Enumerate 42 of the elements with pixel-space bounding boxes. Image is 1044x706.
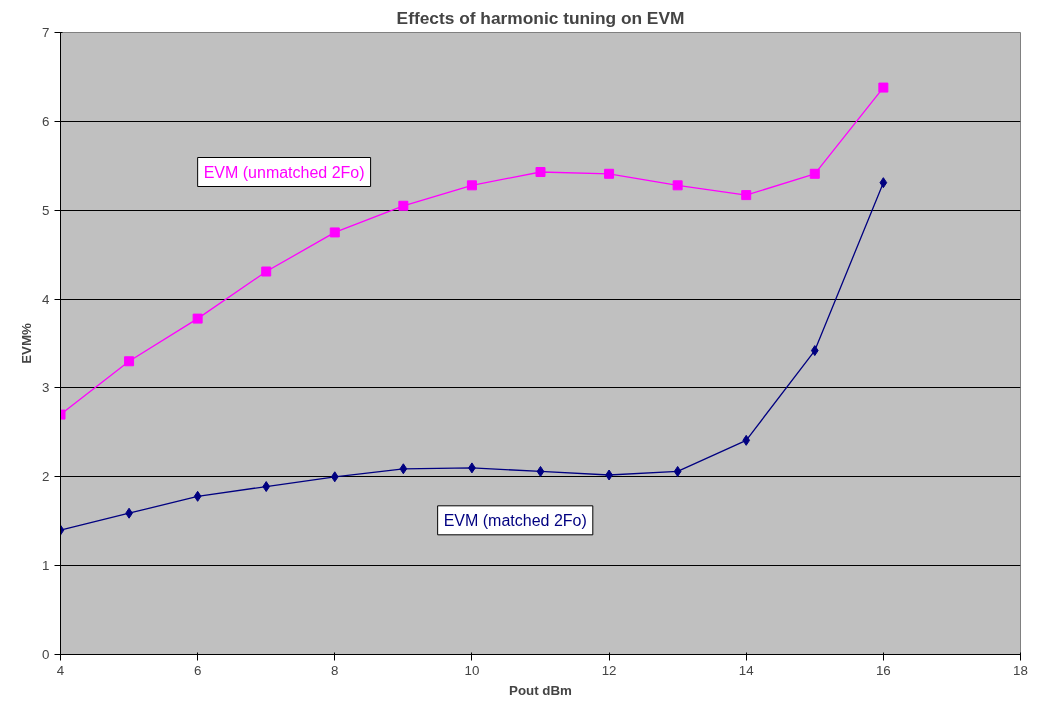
x-tick-label: 8 [331,662,339,678]
point [742,434,751,446]
point [399,463,408,475]
y-tick-label: 5 [42,202,50,218]
x-tick-label: 14 [738,662,755,678]
point [466,180,477,191]
point [878,82,889,93]
point [329,227,340,238]
point [879,177,888,189]
point [536,465,545,477]
point [192,313,203,324]
y-tick-label: 1 [42,558,50,574]
point [261,266,272,277]
chart-title: Effects of harmonic tuning on EVM [396,7,685,28]
x-tick-label: 10 [464,662,480,678]
x-tick-label: 18 [1013,662,1028,678]
point [330,471,339,483]
point [741,190,752,201]
y-axis-title: EVM% [19,322,35,364]
point [193,490,202,502]
x-tick-label: 16 [875,662,891,678]
y-tick-label: 3 [42,380,50,396]
point [124,356,135,367]
x-tick-label: 6 [193,662,202,678]
y-tick-label: 2 [42,469,50,485]
point [809,168,820,179]
point [604,168,615,179]
text: EVM (unmatched 2Fo) [203,163,365,181]
text: EVM (matched 2Fo) [443,511,587,529]
x-axis-title: Pout dBm [509,682,573,698]
y-tick-label: 4 [42,291,51,307]
point [810,345,819,357]
y-tick-label: 6 [42,113,50,129]
point [535,167,546,178]
point [673,465,682,477]
point [262,481,271,493]
y-tick-label: 0 [42,647,50,662]
y-tick-label: 7 [42,25,50,40]
point [672,180,683,191]
point [398,200,409,211]
x-tick-label: 12 [601,662,617,678]
x-tick-label: 4 [56,662,65,678]
